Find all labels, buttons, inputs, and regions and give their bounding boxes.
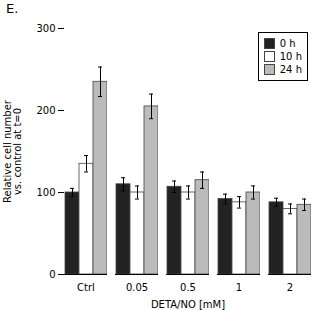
svg-text:200: 200: [36, 105, 55, 116]
html-text:0 h: 0 h: [279, 38, 296, 49]
html-text:10 h: 10 h: [279, 51, 302, 62]
svg-text:DETA/NO [mM]: DETA/NO [mM]: [151, 299, 225, 310]
svg-text:1: 1: [236, 282, 242, 293]
svg-text:0.5: 0.5: [180, 282, 196, 293]
html-text:24 h: 24 h: [279, 64, 302, 75]
svg-text:0: 0: [49, 269, 55, 280]
svg-text:2: 2: [287, 282, 293, 293]
html-text:E.: E.: [6, 1, 19, 16]
svg-text:Relative cell numbervs. contro: Relative cell numbervs. control at t=0: [2, 99, 23, 203]
svg-text:0.05: 0.05: [126, 282, 148, 293]
svg-text:Ctrl: Ctrl: [77, 282, 95, 293]
svg-text:100: 100: [36, 187, 55, 198]
svg-text:300: 300: [36, 23, 55, 34]
